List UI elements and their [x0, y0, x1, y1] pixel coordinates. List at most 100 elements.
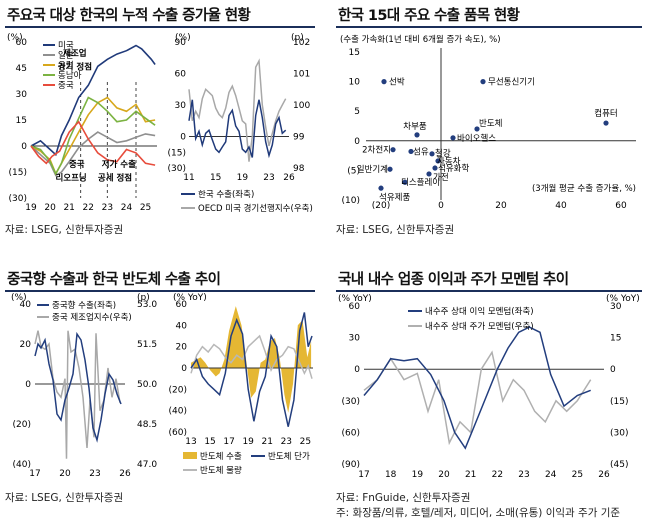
y-unit-label-right: (p)	[291, 33, 304, 43]
x-tick-label: 21	[465, 470, 476, 480]
y-tick-label: 15	[349, 48, 360, 58]
x-tick-label: 18	[385, 470, 397, 480]
legend-swatch	[183, 452, 197, 459]
legend-label: 미국	[58, 41, 74, 51]
x-tick-label: 23	[102, 203, 113, 213]
scatter-point	[378, 185, 384, 191]
y-tick-label: 0	[181, 364, 187, 374]
y-tick-label-left: 30	[175, 101, 187, 111]
y-tick-label-left: 60	[349, 302, 361, 312]
panel-title: 한국 15대 주요 수출 품목 현황	[338, 8, 520, 24]
x-tick-label: 20	[438, 470, 450, 480]
legend-label: 내수주 상대 주가 모멘텀(우축)	[425, 321, 534, 332]
x-tick-label: 19	[25, 203, 37, 213]
annotation: 공세 정점	[98, 173, 132, 184]
point-label: 무선통신기기	[488, 78, 535, 88]
y-tick-label-right: 47.0	[137, 460, 157, 470]
point-label: 2차전지	[362, 145, 391, 156]
scatter-point	[414, 132, 420, 138]
y-tick-label: 10	[349, 78, 361, 88]
x-tick-label: 24	[545, 470, 557, 480]
annotation: 경기 정점	[58, 62, 92, 73]
x-tick-label: 13	[185, 437, 196, 447]
source-note: 자료: LSEG, 신한투자증권	[5, 224, 124, 236]
x-tick-label: 17	[358, 470, 369, 480]
series-area-semi-export	[191, 306, 312, 413]
legend-label: 중국 제조업지수(우축)	[52, 313, 132, 323]
series-line-earnings-momentum	[363, 326, 591, 450]
title-rule	[336, 290, 642, 292]
x-tick-label: 21	[63, 203, 74, 213]
y-tick-label: (60)	[169, 428, 187, 438]
point-label: 일반기계	[357, 164, 388, 175]
point-label: 바이오헬스	[457, 133, 496, 144]
annotation: 제조업	[63, 48, 86, 59]
point-label: 석유화학	[438, 163, 469, 174]
y-tick-label-left: 20	[20, 340, 32, 350]
x-tick-label: 15	[210, 173, 221, 183]
series-line-중국	[30, 120, 156, 166]
y-tick-label-left: 0	[180, 133, 186, 143]
y-tick-label: 40	[176, 321, 188, 331]
y-tick-label: 15	[16, 116, 27, 126]
panel-export-growth-by-country: 주요국 대상 한국의 누적 수출 증가율 현황 (%) 60 45 30 15 0 (15)…	[5, 0, 323, 245]
point-label: 석유제품	[379, 192, 410, 203]
panel-title: 국내 내수 업종 이익과 주가 모멘텀 추이	[338, 272, 569, 288]
x-tick-label: 20	[495, 201, 507, 211]
y-tick-label-right: 50.0	[137, 380, 157, 390]
y-tick-label: 20	[176, 343, 188, 353]
x-tick-label: 17	[29, 469, 40, 479]
chart-domestic-momentum: (% YoY) (% YoY)60300(30)(60)(90)30150(15)…	[338, 294, 640, 480]
y-tick-label: (40)	[169, 407, 187, 417]
panel-title: 중국향 수출과 한국 반도체 수출 추이	[7, 272, 221, 288]
y-unit-label: (% YoY)	[173, 293, 207, 303]
series-line-price-momentum	[363, 350, 592, 446]
x-tick-label: 23	[518, 470, 529, 480]
series-line-china-pmi	[34, 330, 121, 459]
y-tick-label: 45	[16, 64, 27, 74]
scatter-point	[429, 151, 435, 157]
x-tick-label: 23	[89, 469, 100, 479]
x-tick-label: 22	[492, 470, 503, 480]
y-tick-label-right: 0	[610, 365, 616, 375]
series-line-oecd-lei	[188, 58, 287, 162]
panel-title: 주요국 대상 한국의 누적 수출 증가율 현황	[7, 8, 251, 24]
y-tick-label-left: (90)	[342, 460, 360, 470]
y-tick-label-left: 30	[349, 334, 361, 344]
y-tick-label-right: 30	[610, 302, 622, 312]
scatter-point	[387, 166, 393, 172]
point-label: 선박	[389, 77, 405, 88]
legend-label: 반도체 단가	[268, 451, 310, 462]
y-tick-label: (20)	[169, 385, 187, 395]
scatter-point	[450, 135, 456, 141]
chart-export-items-scatter: (수출 가속화(1년 대비 6개월 증가 속도), %) 15 10 5 0 (5) (10…	[340, 34, 636, 211]
y-tick-label-right: 100	[293, 101, 310, 111]
legend-label: 동남아	[58, 70, 82, 81]
point-label: 섬유	[413, 146, 429, 157]
point-label: 철강	[435, 148, 451, 159]
x-tick-label: 19	[412, 470, 424, 480]
y-tick-label-left: (30)	[168, 164, 186, 174]
y-tick-label-left: 90	[175, 38, 187, 48]
panel-china-export-semiconductor: 중국향 수출과 한국 반도체 수출 추이 (%) (p) 40 20 0 (20) (40)…	[5, 262, 323, 512]
x-tick-label: 20	[44, 203, 56, 213]
scatter-point	[402, 179, 408, 185]
panel-top15-export-items: 한국 15대 주요 수출 품목 현황 (수출 가속화(1년 대비 6개월 증가 …	[336, 0, 644, 245]
legend-label: 반도체 물량	[200, 465, 242, 476]
x-tick-label: 26	[283, 173, 295, 183]
y-tick-label-left: (30)	[342, 397, 360, 407]
x-tick-label: 19	[237, 173, 249, 183]
y-tick-label-left: 40	[20, 300, 32, 310]
legend-label: 중국향 수출(좌축)	[52, 300, 116, 311]
title-rule	[5, 290, 315, 292]
y-tick-label: (15)	[9, 168, 27, 178]
x-tick-label: (20)	[372, 201, 390, 211]
y-tick-label-left: (60)	[342, 428, 360, 438]
y-tick-label-left: (40)	[13, 460, 31, 470]
annotation: 저가 수출	[102, 159, 136, 170]
x-tick-label: 24	[121, 203, 133, 213]
y-unit-label-left: (% YoY)	[338, 294, 372, 304]
scatter-point	[390, 147, 396, 153]
y-unit-label-right: (% YoY)	[606, 294, 640, 304]
